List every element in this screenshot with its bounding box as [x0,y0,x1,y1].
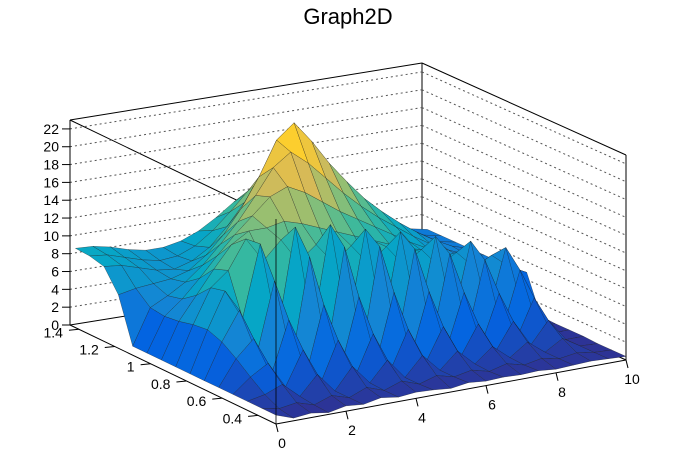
z-tick-label: 12 [43,210,59,226]
left-bottom-edge [69,324,277,425]
x-tick [555,372,559,381]
y-tick-label: 0.6 [187,393,207,409]
x-tick [485,385,489,394]
x-tick-label: 4 [418,409,426,425]
y-tick [248,414,259,417]
z-gridline [69,142,423,201]
surface-cell [593,349,627,359]
z-gridline [69,71,423,130]
y-tick-label: 1.2 [79,342,99,358]
x-tick-label: 0 [278,435,286,451]
y-tick [176,380,187,383]
z-gridline [69,89,423,148]
x-tick-label: 6 [488,397,496,413]
z-tick-label: 10 [43,228,59,244]
z-gridline [421,89,627,183]
y-tick [104,346,115,349]
z-tick-label: 0 [51,317,59,333]
z-tick-label: 18 [43,157,59,173]
z-tick-label: 20 [43,139,59,155]
y-tick [140,363,151,366]
x-tick [345,411,349,420]
y-tick-label: 1 [127,359,135,375]
z-gridline [69,124,423,183]
z-tick-label: 22 [43,121,59,137]
x-tick-label: 2 [348,422,356,438]
x-tick-label: 10 [624,371,640,387]
z-gridline [421,107,627,201]
x-tick [415,398,419,407]
x-tick-label: 8 [558,384,566,400]
y-tick [68,328,80,331]
front-bottom-edge [275,359,627,425]
z-gridline [421,196,627,290]
z-tick-label: 6 [51,264,59,280]
y-tick [212,397,223,400]
x-tick [625,359,629,369]
z-gridline [421,71,627,165]
z-gridline [69,107,423,166]
y-tick-label: 0.8 [151,376,171,392]
back-top-edge [69,62,423,121]
z-tick-label: 16 [43,174,59,190]
surface-mesh [74,122,627,419]
y-axis: 0.4 0.6 0.8 1 1.2 1.4 [43,324,259,426]
grid-lines [69,71,627,343]
chart-title: Graph2D [303,4,392,29]
z-tick-label: 8 [51,246,59,262]
y-tick-label: 1.4 [43,324,63,340]
front-frame [69,219,627,425]
x-axis: 0 2 4 6 8 10 [275,359,640,451]
y-tick-label: 0.4 [223,410,243,426]
z-tick-label: 14 [43,192,59,208]
z-gridline [421,124,627,218]
z-gridline [421,160,627,254]
right-top-edge [421,62,627,156]
z-tick-label: 2 [51,299,59,315]
x-tick [275,423,279,433]
z-gridline [421,142,627,236]
z-tick-label: 4 [51,281,59,297]
z-gridline [421,214,627,307]
z-gridline [421,178,627,272]
